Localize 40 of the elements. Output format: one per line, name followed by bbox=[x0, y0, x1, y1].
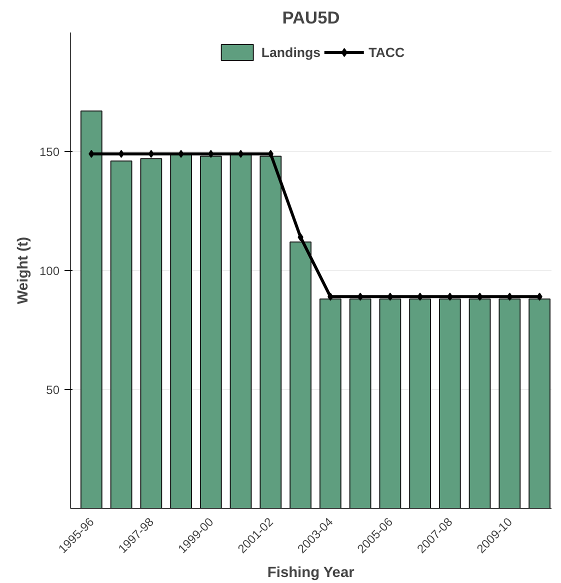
point bbox=[118, 150, 124, 158]
point bbox=[357, 292, 364, 301]
chart-title: PAU5D bbox=[282, 8, 340, 28]
bar bbox=[528, 298, 551, 508]
point bbox=[447, 292, 453, 301]
y-tick-label: 150 bbox=[39, 145, 60, 159]
bar bbox=[80, 110, 102, 508]
bar bbox=[200, 156, 222, 508]
point bbox=[88, 150, 94, 158]
bar bbox=[230, 153, 252, 508]
y-tick-label: 100 bbox=[39, 264, 60, 278]
point bbox=[387, 292, 394, 301]
bar bbox=[379, 298, 402, 508]
bar bbox=[140, 158, 162, 508]
point bbox=[268, 150, 274, 158]
point bbox=[536, 292, 542, 301]
point bbox=[208, 150, 214, 158]
point bbox=[506, 292, 513, 301]
legend-label: TACC bbox=[368, 44, 405, 60]
bar bbox=[110, 160, 132, 508]
y-tick-label: 50 bbox=[46, 383, 60, 397]
legend-label: Landings bbox=[261, 44, 321, 60]
point bbox=[298, 233, 304, 242]
bar bbox=[319, 298, 342, 508]
bar bbox=[349, 298, 372, 508]
point bbox=[417, 292, 423, 301]
bar bbox=[468, 298, 491, 508]
x-axis-title: Fishing Year bbox=[267, 564, 355, 581]
bar bbox=[260, 156, 282, 508]
point bbox=[148, 150, 154, 158]
point bbox=[178, 150, 184, 158]
bar bbox=[498, 298, 521, 508]
bar bbox=[409, 298, 432, 508]
bar bbox=[438, 298, 461, 508]
y-axis-title: Weight (t) bbox=[15, 236, 32, 304]
bar bbox=[170, 153, 192, 508]
point bbox=[238, 150, 244, 158]
point bbox=[476, 292, 483, 301]
point bbox=[328, 292, 334, 301]
bar bbox=[290, 241, 312, 508]
